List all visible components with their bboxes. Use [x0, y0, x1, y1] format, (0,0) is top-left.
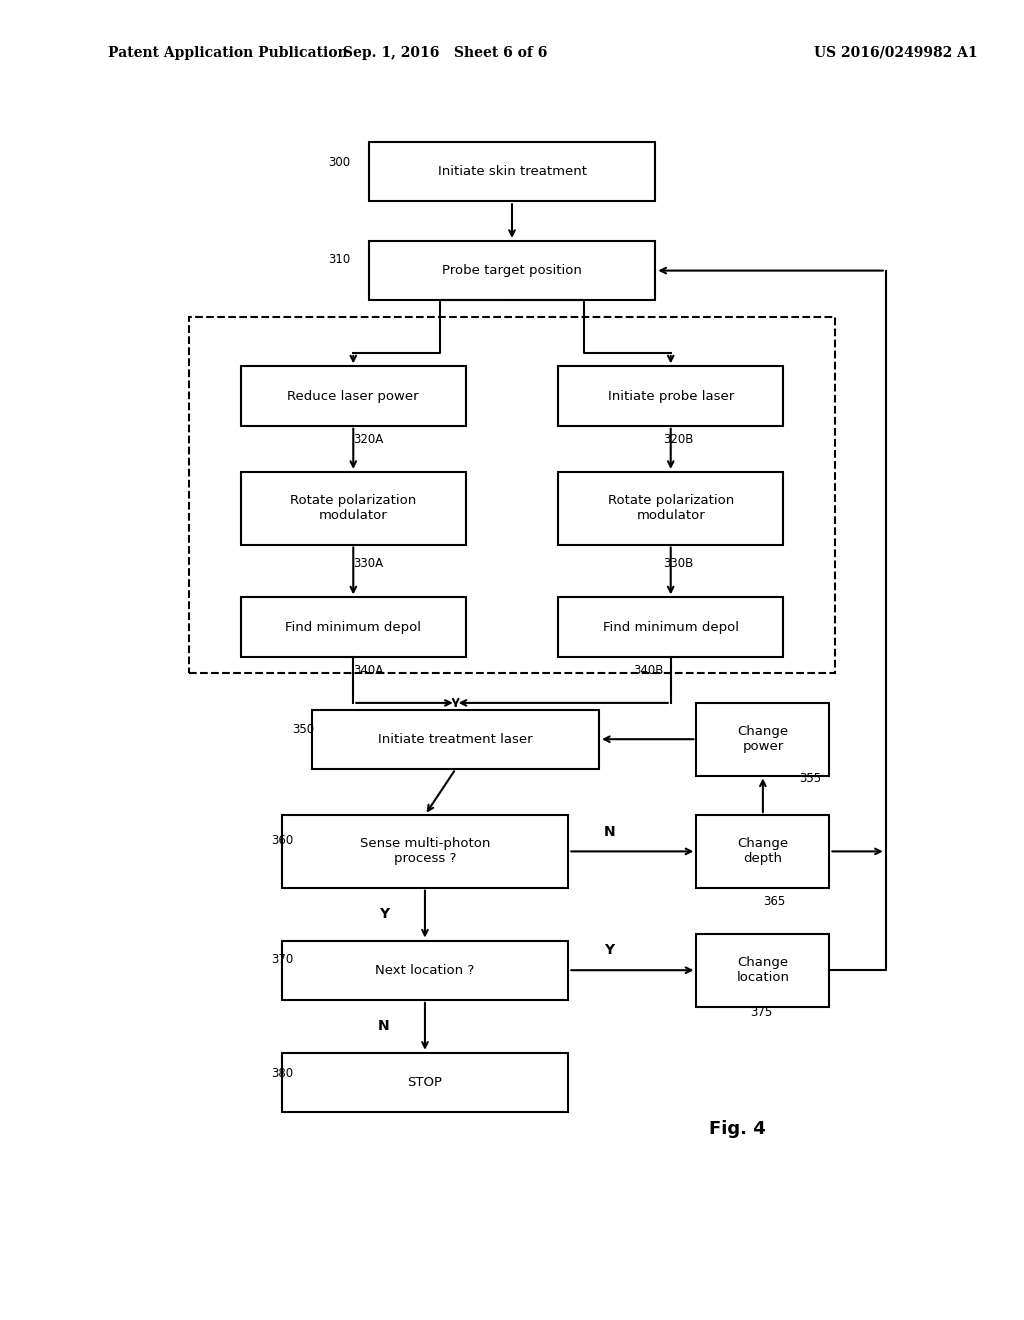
FancyBboxPatch shape [282, 816, 568, 888]
Text: 355: 355 [799, 772, 821, 785]
Text: 365: 365 [763, 895, 785, 908]
Text: N: N [603, 825, 615, 838]
Text: 380: 380 [271, 1067, 294, 1080]
Text: 310: 310 [328, 253, 350, 267]
FancyBboxPatch shape [369, 240, 655, 300]
FancyBboxPatch shape [558, 597, 783, 656]
Text: 320B: 320B [664, 433, 694, 446]
Text: Next location ?: Next location ? [376, 964, 474, 977]
FancyBboxPatch shape [241, 366, 466, 425]
FancyBboxPatch shape [558, 471, 783, 544]
FancyBboxPatch shape [282, 1053, 568, 1111]
Text: 320A: 320A [353, 433, 384, 446]
Text: 340A: 340A [353, 664, 384, 677]
Text: Find minimum depol: Find minimum depol [603, 620, 738, 634]
Text: Rotate polarization
modulator: Rotate polarization modulator [290, 494, 417, 523]
FancyBboxPatch shape [312, 710, 599, 768]
Text: 330A: 330A [353, 557, 383, 570]
Text: 375: 375 [751, 1006, 773, 1019]
Text: Y: Y [379, 907, 389, 921]
Text: 300: 300 [328, 156, 350, 169]
Text: Sense multi-photon
process ?: Sense multi-photon process ? [359, 837, 490, 866]
FancyBboxPatch shape [241, 597, 466, 656]
Text: Change
depth: Change depth [737, 837, 788, 866]
FancyBboxPatch shape [696, 935, 829, 1006]
FancyBboxPatch shape [369, 141, 655, 201]
Text: 360: 360 [271, 834, 294, 847]
Text: Probe target position: Probe target position [442, 264, 582, 277]
Text: N: N [378, 1019, 390, 1034]
Text: 370: 370 [271, 953, 294, 966]
Text: 350: 350 [292, 723, 314, 737]
Text: Find minimum depol: Find minimum depol [286, 620, 421, 634]
FancyBboxPatch shape [696, 816, 829, 888]
Text: Initiate treatment laser: Initiate treatment laser [378, 733, 534, 746]
Text: Y: Y [604, 944, 614, 957]
Text: Change
location: Change location [736, 956, 790, 985]
Text: Reduce laser power: Reduce laser power [288, 389, 419, 403]
Text: 340B: 340B [633, 664, 664, 677]
Text: Sep. 1, 2016   Sheet 6 of 6: Sep. 1, 2016 Sheet 6 of 6 [343, 46, 548, 59]
Text: Fig. 4: Fig. 4 [709, 1119, 766, 1138]
Text: Initiate probe laser: Initiate probe laser [607, 389, 734, 403]
Text: US 2016/0249982 A1: US 2016/0249982 A1 [814, 46, 978, 59]
Text: Patent Application Publication: Patent Application Publication [108, 46, 347, 59]
FancyBboxPatch shape [696, 704, 829, 776]
FancyBboxPatch shape [558, 366, 783, 425]
Text: Change
power: Change power [737, 725, 788, 754]
FancyBboxPatch shape [241, 471, 466, 544]
Text: Initiate skin treatment: Initiate skin treatment [437, 165, 587, 178]
Text: Rotate polarization
modulator: Rotate polarization modulator [607, 494, 734, 523]
Text: 330B: 330B [664, 557, 694, 570]
Text: STOP: STOP [408, 1076, 442, 1089]
FancyBboxPatch shape [282, 940, 568, 1001]
